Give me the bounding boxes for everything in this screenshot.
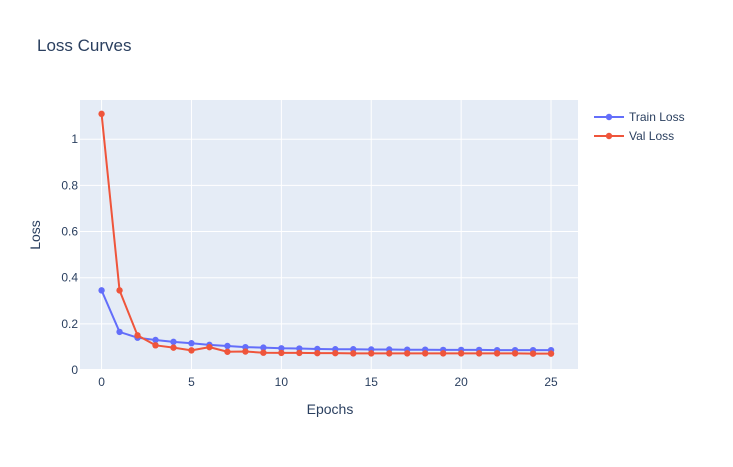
legend-marker-icon <box>605 132 613 140</box>
x-tick-label: 5 <box>188 375 195 389</box>
plot-background <box>80 100 578 370</box>
data-point <box>439 350 447 357</box>
y-tick-label: 1 <box>71 132 78 146</box>
data-point <box>386 350 393 357</box>
y-axis-label: Loss <box>27 220 43 250</box>
legend-label: Val Loss <box>629 129 674 143</box>
data-point <box>404 350 411 357</box>
tick-labels: 0 5 10 15 20 25 0 0.2 0.4 0.6 0.8 1 <box>61 132 558 389</box>
data-point <box>242 343 249 351</box>
data-point <box>511 350 519 357</box>
data-point <box>278 349 285 357</box>
data-point <box>368 350 375 357</box>
chart-title: Loss Curves <box>37 36 132 55</box>
data-point <box>224 342 231 350</box>
data-point <box>547 350 555 357</box>
data-point <box>98 287 105 294</box>
y-tick-label: 0 <box>71 363 78 377</box>
data-point <box>314 349 321 357</box>
legend-item-val-loss[interactable]: Val Loss <box>594 129 674 143</box>
data-point <box>278 345 285 352</box>
data-point <box>188 347 195 354</box>
legend-item-train-loss[interactable]: Train Loss <box>594 110 685 124</box>
y-tick-label: 0.2 <box>61 317 78 331</box>
data-point <box>260 349 267 356</box>
series-layer <box>98 110 555 357</box>
legend-label: Train Loss <box>629 110 685 124</box>
data-point <box>170 344 177 351</box>
data-point <box>350 350 357 357</box>
data-point <box>296 349 303 357</box>
x-tick-label: 0 <box>98 375 105 389</box>
x-tick-label: 15 <box>365 375 379 389</box>
data-point <box>152 336 159 344</box>
data-point <box>421 350 429 357</box>
x-axis-label: Epochs <box>307 401 354 417</box>
legend-marker-icon <box>605 113 613 121</box>
legend: Train Loss Val Loss <box>594 110 685 143</box>
x-tick-label: 10 <box>275 375 289 389</box>
data-point <box>296 345 303 352</box>
y-tick-label: 0.8 <box>61 178 78 192</box>
data-point <box>116 287 123 294</box>
series-val-loss <box>98 110 555 357</box>
data-point <box>475 350 483 357</box>
data-point <box>242 348 249 355</box>
x-tick-label: 25 <box>544 375 558 389</box>
data-point <box>98 110 105 118</box>
y-tick-label: 0.6 <box>61 225 78 239</box>
data-point <box>260 344 267 351</box>
data-point <box>134 332 141 339</box>
grid-lines <box>80 100 578 371</box>
data-point <box>224 348 231 355</box>
data-point <box>188 340 195 347</box>
x-tick-label: 20 <box>454 375 468 389</box>
data-point <box>116 328 123 336</box>
data-point <box>457 350 465 357</box>
data-point <box>170 338 177 346</box>
data-point <box>529 350 537 357</box>
y-tick-label: 0.4 <box>61 271 78 285</box>
data-point <box>493 350 501 357</box>
data-point <box>332 349 339 357</box>
data-point <box>152 342 159 349</box>
data-point <box>206 343 213 351</box>
